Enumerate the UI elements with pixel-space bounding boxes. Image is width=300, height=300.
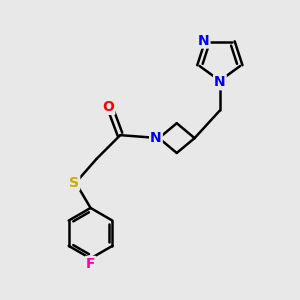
Text: N: N	[214, 75, 226, 89]
Text: O: O	[103, 100, 114, 114]
Text: N: N	[198, 34, 209, 47]
Text: S: S	[69, 176, 79, 190]
Text: N: N	[150, 131, 162, 145]
Text: F: F	[86, 257, 95, 271]
